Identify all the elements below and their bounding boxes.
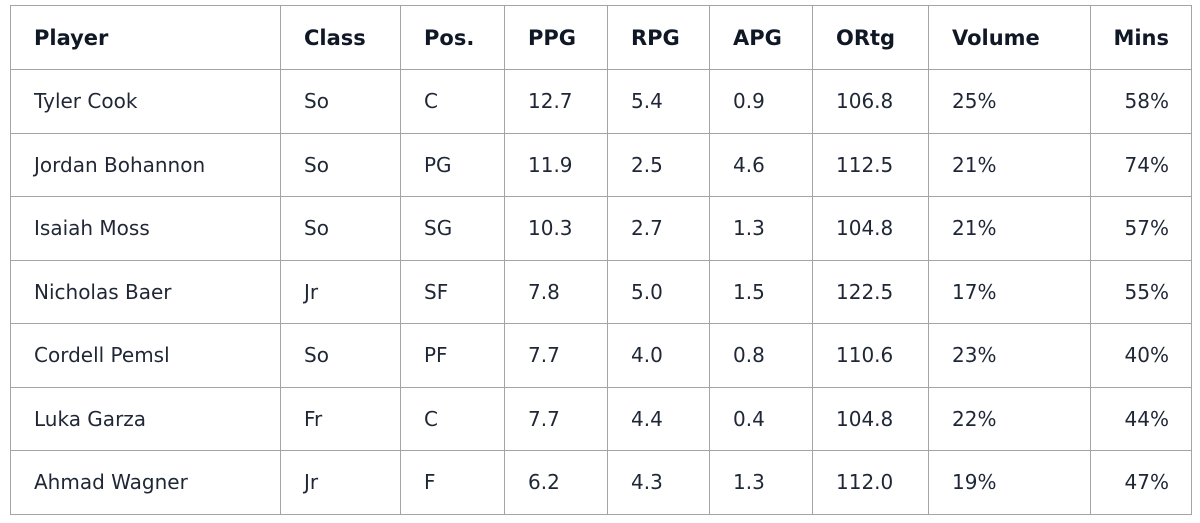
cell-player: Ahmad Wagner	[10, 450, 281, 515]
cell-rpg: 5.0	[607, 259, 710, 324]
cell-rpg: 4.3	[607, 450, 710, 515]
cell-class: So	[280, 69, 401, 134]
cell-rpg: 4.4	[607, 386, 710, 451]
cell-ppg: 10.3	[504, 196, 608, 261]
column-header-rpg: RPG	[607, 5, 710, 70]
cell-mins: 74%	[1090, 132, 1192, 197]
cell-ortg: 112.5	[812, 132, 929, 197]
cell-volume: 25%	[928, 69, 1091, 134]
cell-ortg: 106.8	[812, 69, 929, 134]
column-header-ortg: ORtg	[812, 5, 929, 70]
cell-ortg: 104.8	[812, 196, 929, 261]
cell-volume: 21%	[928, 196, 1091, 261]
cell-rpg: 2.7	[607, 196, 710, 261]
player-stats-table-container: Player Class Pos. PPG RPG APG ORtg Volum…	[10, 5, 1192, 515]
cell-class: So	[280, 132, 401, 197]
table-body: Tyler Cook So C 12.7 5.4 0.9 106.8 25% 58% Jordan…	[10, 69, 1192, 515]
cell-class: So	[280, 196, 401, 261]
cell-mins: 58%	[1090, 69, 1192, 134]
column-header-class: Class	[280, 5, 401, 70]
cell-apg: 1.3	[709, 196, 813, 261]
cell-mins: 55%	[1090, 259, 1192, 324]
table-row: Tyler Cook So C 12.7 5.4 0.9 106.8 25% 58%	[10, 69, 1192, 134]
cell-ppg: 12.7	[504, 69, 608, 134]
cell-player: Isaiah Moss	[10, 196, 281, 261]
cell-class: Jr	[280, 450, 401, 515]
cell-rpg: 5.4	[607, 69, 710, 134]
cell-ortg: 110.6	[812, 323, 929, 388]
column-header-ppg: PPG	[504, 5, 608, 70]
table-header-row: Player Class Pos. PPG RPG APG ORtg Volum…	[10, 5, 1192, 70]
column-header-position: Pos.	[400, 5, 505, 70]
cell-class: Jr	[280, 259, 401, 324]
cell-ppg: 7.7	[504, 323, 608, 388]
cell-ppg: 11.9	[504, 132, 608, 197]
table-row: Nicholas Baer Jr SF 7.8 5.0 1.5 122.5 17% 55%	[10, 259, 1192, 324]
cell-position: SG	[400, 196, 505, 261]
cell-position: SF	[400, 259, 505, 324]
cell-player: Luka Garza	[10, 386, 281, 451]
cell-mins: 44%	[1090, 386, 1192, 451]
column-header-volume: Volume	[928, 5, 1091, 70]
cell-ortg: 122.5	[812, 259, 929, 324]
cell-position: C	[400, 69, 505, 134]
cell-apg: 4.6	[709, 132, 813, 197]
cell-position: C	[400, 386, 505, 451]
cell-position: PF	[400, 323, 505, 388]
cell-mins: 40%	[1090, 323, 1192, 388]
cell-volume: 23%	[928, 323, 1091, 388]
cell-volume: 17%	[928, 259, 1091, 324]
cell-apg: 0.9	[709, 69, 813, 134]
cell-position: PG	[400, 132, 505, 197]
table-row: Isaiah Moss So SG 10.3 2.7 1.3 104.8 21% 57%	[10, 196, 1192, 261]
table-row: Ahmad Wagner Jr F 6.2 4.3 1.3 112.0 19% 47%	[10, 450, 1192, 515]
cell-position: F	[400, 450, 505, 515]
cell-volume: 22%	[928, 386, 1091, 451]
cell-player: Jordan Bohannon	[10, 132, 281, 197]
cell-ppg: 7.8	[504, 259, 608, 324]
cell-class: So	[280, 323, 401, 388]
cell-rpg: 2.5	[607, 132, 710, 197]
table-row: Jordan Bohannon So PG 11.9 2.5 4.6 112.5 21% 74%	[10, 132, 1192, 197]
cell-ortg: 104.8	[812, 386, 929, 451]
cell-mins: 47%	[1090, 450, 1192, 515]
cell-apg: 0.8	[709, 323, 813, 388]
player-stats-table: Player Class Pos. PPG RPG APG ORtg Volum…	[10, 5, 1192, 515]
cell-volume: 19%	[928, 450, 1091, 515]
cell-ortg: 112.0	[812, 450, 929, 515]
table-row: Cordell Pemsl So PF 7.7 4.0 0.8 110.6 23% 40%	[10, 323, 1192, 388]
column-header-mins: Mins	[1090, 5, 1192, 70]
cell-volume: 21%	[928, 132, 1091, 197]
column-header-player: Player	[10, 5, 281, 70]
cell-apg: 1.3	[709, 450, 813, 515]
cell-apg: 1.5	[709, 259, 813, 324]
cell-rpg: 4.0	[607, 323, 710, 388]
cell-player: Tyler Cook	[10, 69, 281, 134]
cell-mins: 57%	[1090, 196, 1192, 261]
cell-ppg: 7.7	[504, 386, 608, 451]
cell-ppg: 6.2	[504, 450, 608, 515]
table-row: Luka Garza Fr C 7.7 4.4 0.4 104.8 22% 44%	[10, 386, 1192, 451]
cell-player: Cordell Pemsl	[10, 323, 281, 388]
cell-player: Nicholas Baer	[10, 259, 281, 324]
column-header-apg: APG	[709, 5, 813, 70]
cell-class: Fr	[280, 386, 401, 451]
cell-apg: 0.4	[709, 386, 813, 451]
